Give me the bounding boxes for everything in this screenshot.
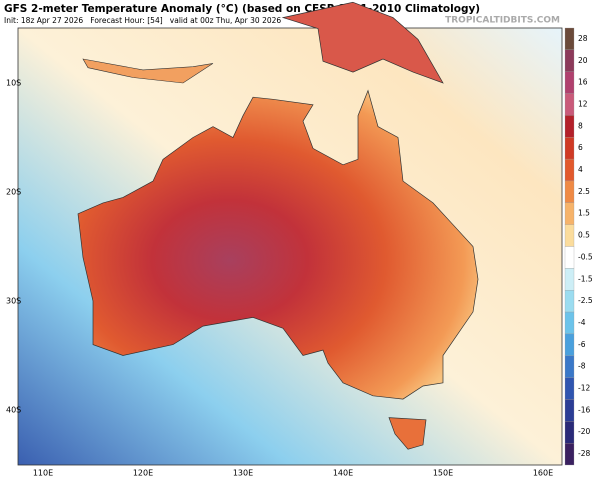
colorbar-label: 20 <box>578 56 588 65</box>
colorbar-swatch <box>564 27 575 51</box>
colorbar-label: 4 <box>578 165 583 174</box>
colorbar-swatch <box>564 442 575 466</box>
colorbar-label: 28 <box>578 34 588 43</box>
colorbar-label: -16 <box>578 405 590 414</box>
colorbar-label: 1.5 <box>578 209 590 218</box>
colorbar-swatch <box>564 224 575 247</box>
colorbar-label: -6 <box>578 340 586 349</box>
colorbar-swatch <box>564 377 575 400</box>
title: GFS 2-meter Temperature Anomaly (°C) (ba… <box>4 3 480 15</box>
lon-label: 140E <box>333 469 353 478</box>
lat-label: 20S <box>6 188 21 197</box>
colorbar-swatch <box>564 333 575 356</box>
colorbar-swatch <box>564 158 575 182</box>
colorbar-swatch <box>564 399 575 422</box>
colorbar-swatch <box>564 202 575 225</box>
colorbar-swatch <box>564 311 575 335</box>
lat-label: 10S <box>6 79 21 88</box>
new-guinea <box>281 1 444 84</box>
colorbar-swatch <box>564 290 575 313</box>
colorbar-label: 2.5 <box>578 187 590 196</box>
colorbar-label: -20 <box>578 427 590 436</box>
colorbar-swatch <box>564 180 575 203</box>
colorbar-label: 0.5 <box>578 231 590 240</box>
colorbar-swatch <box>564 71 575 94</box>
colorbar-label: -8 <box>578 362 586 371</box>
lon-label: 160E <box>533 469 553 478</box>
colorbar-swatch <box>564 421 575 444</box>
watermark: TROPICALTIDBITS.COM <box>445 16 560 26</box>
lon-label: 130E <box>233 469 253 478</box>
colorbar-swatch <box>564 49 575 72</box>
colorbar-label: 8 <box>578 121 583 130</box>
colorbar-swatch <box>564 268 575 291</box>
lon-label: 150E <box>433 469 453 478</box>
colorbar-swatch <box>564 137 575 160</box>
australia <box>77 89 479 400</box>
colorbar-swatch <box>564 355 575 378</box>
colorbar-label: -0.5 <box>578 252 593 261</box>
colorbar-label: -12 <box>578 384 590 393</box>
colorbar-swatch <box>564 115 575 138</box>
colorbar-label: -28 <box>578 449 590 458</box>
lat-label: 40S <box>6 406 21 415</box>
colorbar-swatch <box>564 246 575 269</box>
colorbar-label: -4 <box>578 318 586 327</box>
colorbar-label: 12 <box>578 99 588 108</box>
islands <box>82 58 214 84</box>
colorbar-label: 6 <box>578 143 583 152</box>
lon-label: 120E <box>133 469 153 478</box>
subtitle: Init: 18z Apr 27 2026 Forecast Hour: [54… <box>4 16 281 25</box>
lon-label: 110E <box>33 469 53 478</box>
colorbar-label: 16 <box>578 78 588 87</box>
lat-label: 30S <box>6 297 21 306</box>
colorbar-label: -1.5 <box>578 274 593 283</box>
colorbar-swatch <box>564 93 575 116</box>
tasmania <box>388 417 427 450</box>
colorbar-label: -2.5 <box>578 296 593 305</box>
